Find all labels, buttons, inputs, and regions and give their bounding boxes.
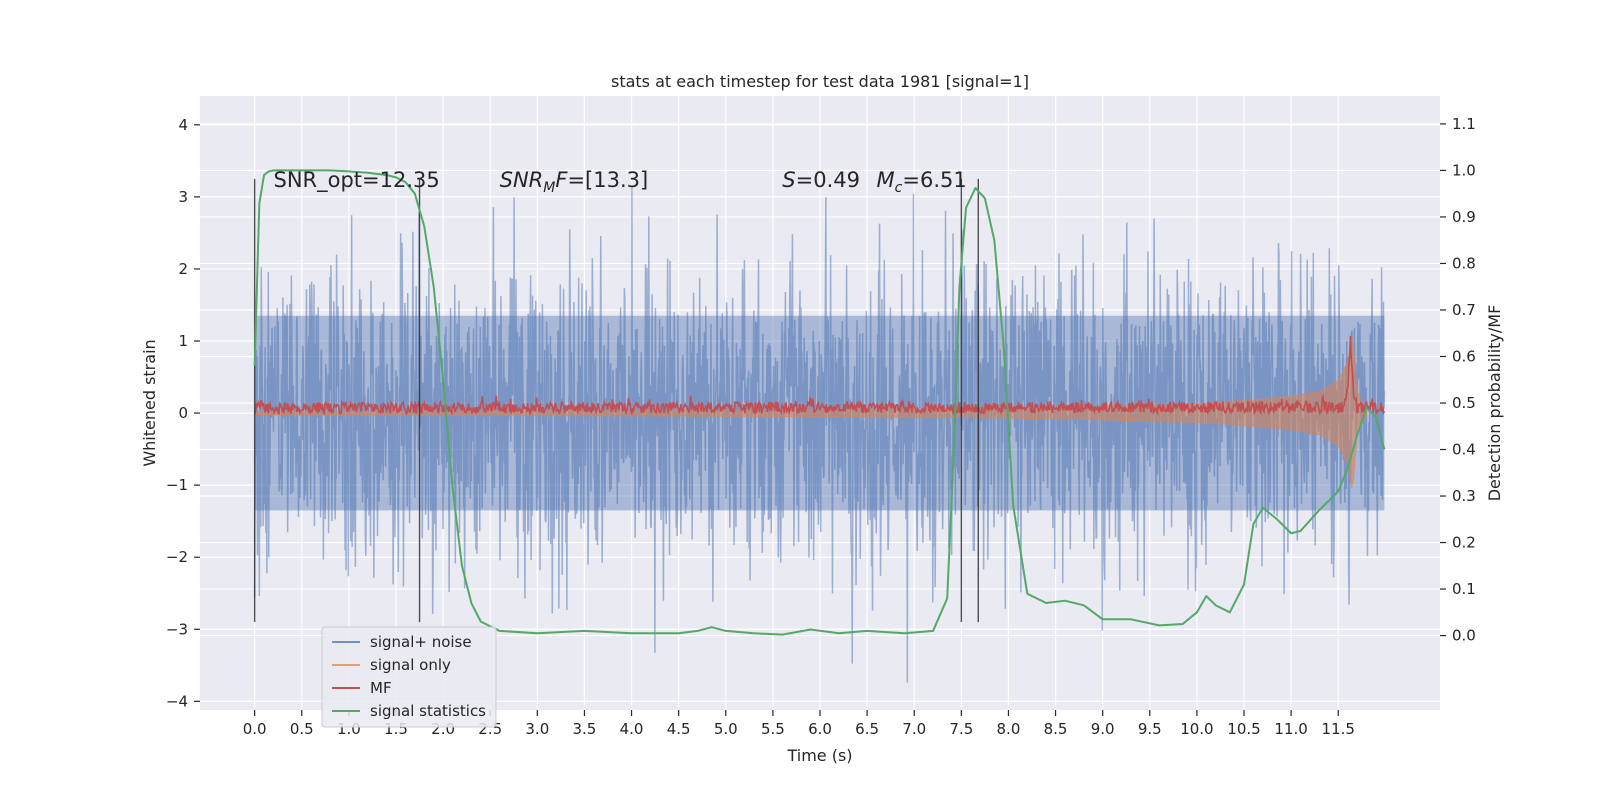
x-axis: 0.0 0.5 1.0 1.5 2.0 2.5 3.0 3.5 4.0 4.5 5.0 5.5 6.0 6… — [243, 710, 1355, 738]
y-axis-label: Whitened strain — [140, 339, 159, 466]
legend-label: signal statistics — [370, 702, 486, 720]
annotation-text: Mc=6.51 — [877, 168, 967, 196]
x-tick-label: 9.0 — [1091, 720, 1115, 738]
y-tick-label: 3 — [178, 188, 188, 206]
x-tick-label: 0.5 — [290, 720, 314, 738]
stats-line — [253, 169, 1386, 636]
y-tick-label: −4 — [166, 692, 188, 710]
y-tick-label: 0 — [178, 404, 188, 422]
mf-trace — [253, 335, 1386, 417]
x-tick-label: 6.5 — [855, 720, 879, 738]
x-tick-label: 7.5 — [949, 720, 973, 738]
x-tick-label: 8.5 — [1044, 720, 1068, 738]
y2-tick-label: 0.6 — [1452, 347, 1476, 365]
y2-tick-label: 0.1 — [1452, 580, 1476, 598]
x-tick-label: 4.5 — [667, 720, 691, 738]
x-tick-label: 7.0 — [902, 720, 926, 738]
annotation-text: SNR_opt=12.35 — [273, 168, 439, 193]
legend-label: signal+ noise — [370, 633, 472, 651]
x-tick-label: 8.0 — [997, 720, 1021, 738]
y-tick-label: −1 — [166, 476, 188, 494]
x-tick-label: 4.0 — [620, 720, 644, 738]
y-axis-left: −4 −3 −2 −1 0 1 2 3 4 — [166, 116, 200, 710]
x-tick-label: 3.0 — [525, 720, 549, 738]
y2-tick-label: 0.0 — [1452, 627, 1476, 645]
legend: signal+ noise signal only MF signal statist… — [321, 626, 497, 728]
mf-line — [253, 335, 1386, 417]
y2-tick-label: 0.2 — [1452, 534, 1476, 552]
x-tick-label: 5.0 — [714, 720, 738, 738]
y2-tick-label: 0.4 — [1452, 441, 1476, 459]
legend-label: signal only — [370, 656, 451, 674]
annotation-text: SNRMF=[13.3] — [500, 168, 649, 196]
y-tick-label: 4 — [178, 116, 188, 134]
x-tick-label: 10.0 — [1180, 720, 1213, 738]
y2-axis-label: Detection probability/MF — [1485, 305, 1504, 502]
y-axis-right: 0.0 0.1 0.2 0.3 0.4 0.5 0.6 0.7 0.8 0.9 1.0 1.1 — [1440, 115, 1476, 645]
x-tick-label: 11.5 — [1322, 720, 1355, 738]
chart-title: stats at each timestep for test data 198… — [611, 72, 1029, 91]
y2-tick-label: 0.8 — [1452, 254, 1476, 272]
noise-line — [253, 185, 1386, 683]
y2-tick-label: 1.1 — [1452, 115, 1476, 133]
legend-label: MF — [370, 679, 392, 697]
y2-tick-label: 1.0 — [1452, 161, 1476, 179]
x-tick-label: 9.5 — [1138, 720, 1162, 738]
x-tick-label: 3.5 — [573, 720, 597, 738]
y-tick-label: 1 — [178, 332, 188, 350]
annotation-text: S=0.49 — [782, 168, 860, 192]
signal-statistics-trace — [253, 169, 1386, 636]
x-tick-label: 0.0 — [243, 720, 267, 738]
legend-box — [321, 626, 497, 728]
y-tick-label: 2 — [178, 260, 188, 278]
x-axis-label: Time (s) — [786, 746, 852, 765]
y-tick-label: −2 — [166, 548, 188, 566]
y2-tick-label: 0.3 — [1452, 487, 1476, 505]
y2-tick-label: 0.5 — [1452, 394, 1476, 412]
y2-tick-label: 0.7 — [1452, 301, 1476, 319]
x-tick-label: 6.0 — [808, 720, 832, 738]
x-tick-label: 11.0 — [1274, 720, 1307, 738]
y-tick-label: −3 — [166, 620, 188, 638]
x-tick-label: 10.5 — [1227, 720, 1260, 738]
annotations: SNR_opt=12.35 SNRMF=[13.3] S=0.49 Mc=6.51 — [273, 168, 966, 196]
y2-tick-label: 0.9 — [1452, 208, 1476, 226]
x-tick-label: 5.5 — [761, 720, 785, 738]
